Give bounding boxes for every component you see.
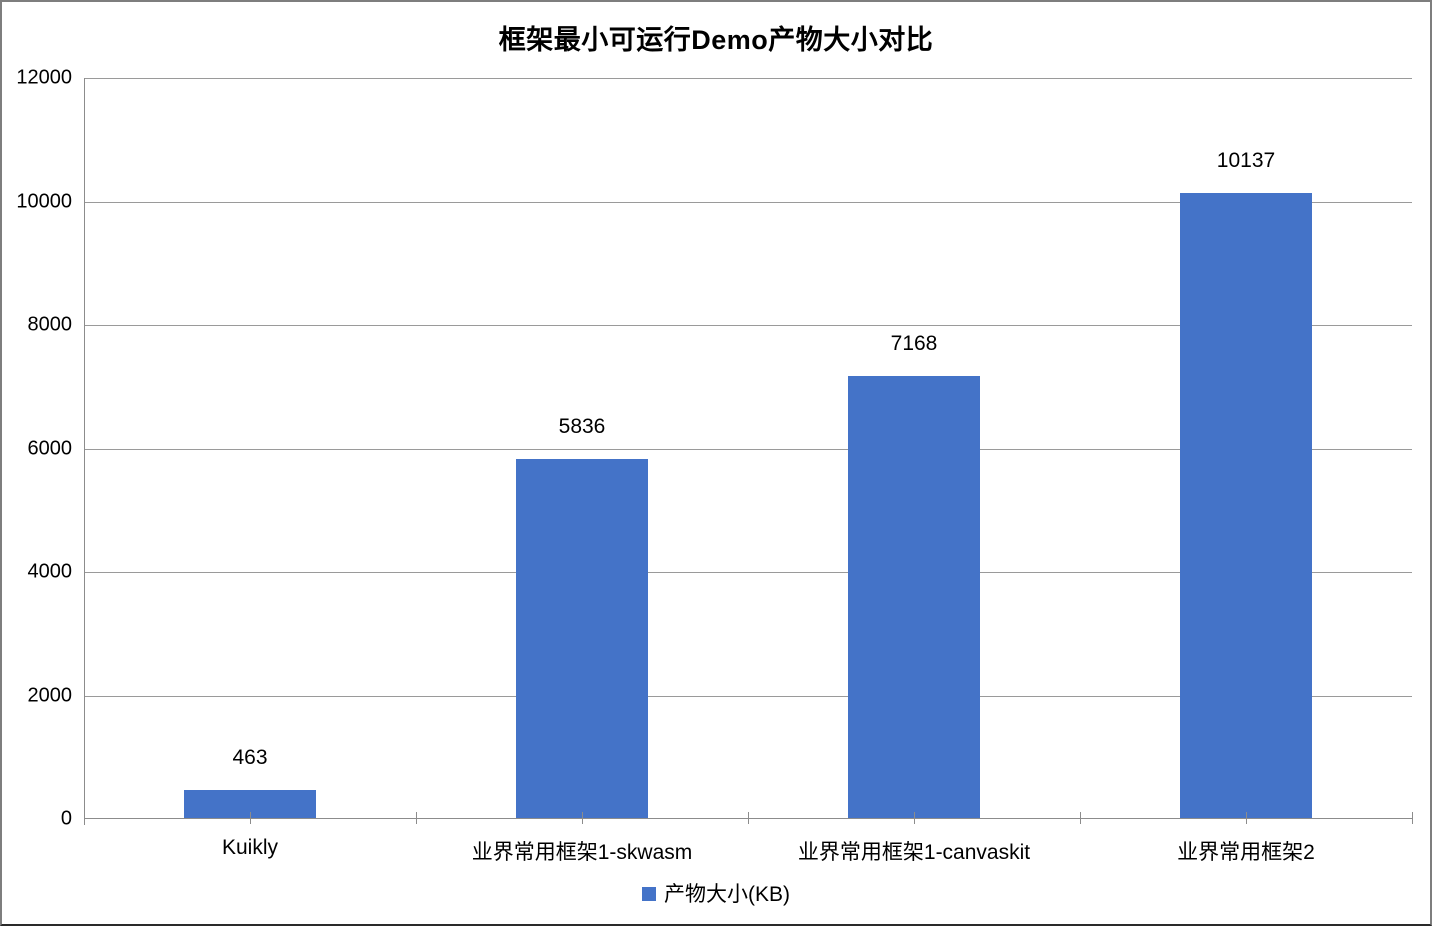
y-axis-tick-label: 6000 <box>27 437 73 459</box>
gridline <box>84 448 1412 450</box>
x-axis-tick <box>1412 812 1413 824</box>
gridline <box>84 695 1412 697</box>
category-axis-label: 业界常用框架1-skwasm <box>471 841 693 864</box>
gridline <box>84 325 1412 326</box>
bar-value-label: 463 <box>232 746 268 770</box>
gridline <box>84 78 1412 79</box>
x-axis-tick <box>1246 812 1247 824</box>
category-axis-label: 业界常用框架2 <box>1177 841 1315 864</box>
y-axis-tick-label: 4000 <box>27 560 73 583</box>
legend-series-label: 产物大小(KB) <box>664 882 790 906</box>
bar <box>848 376 980 819</box>
plot-area: 463 5836 7168 10137 <box>84 78 1413 825</box>
x-axis-tick <box>1080 812 1081 824</box>
bar <box>516 458 648 819</box>
y-axis-line <box>84 78 85 825</box>
gridline <box>84 572 1412 573</box>
gridline <box>84 201 1412 203</box>
chart-title: 框架最小可运行Demo产物大小对比 <box>498 25 934 55</box>
y-axis-tick-label: 10000 <box>16 190 72 212</box>
y-axis-tick-label: 12000 <box>16 66 72 89</box>
category-axis-label: Kuikly <box>221 836 279 859</box>
x-axis-tick <box>416 812 417 824</box>
x-axis-tick <box>914 812 915 824</box>
bar-value-label: 7168 <box>890 332 938 356</box>
x-axis-tick <box>84 812 85 824</box>
bar-value-label: 10137 <box>1216 149 1276 173</box>
x-axis-tick <box>250 812 251 824</box>
legend: 产物大小(KB) <box>2 882 1430 906</box>
y-axis-tick-label: 2000 <box>27 684 73 706</box>
y-axis-tick-label: 8000 <box>27 313 73 336</box>
y-axis-tick-label: 0 <box>60 807 72 830</box>
legend-swatch-icon <box>642 887 656 901</box>
category-axis-label: 业界常用框架1-canvaskit <box>797 841 1031 864</box>
bar <box>1180 193 1312 819</box>
bar-value-label: 5836 <box>558 414 606 438</box>
x-axis-tick <box>582 812 583 824</box>
x-axis-tick <box>748 812 749 824</box>
